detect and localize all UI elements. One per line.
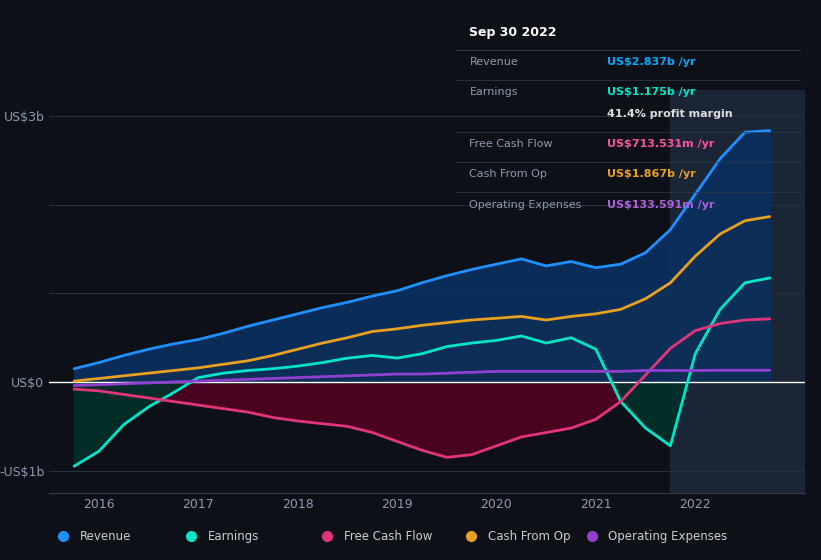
Text: Earnings: Earnings: [208, 530, 259, 543]
Text: US$2.837b /yr: US$2.837b /yr: [608, 57, 696, 67]
Text: Sep 30 2022: Sep 30 2022: [470, 26, 557, 39]
Text: 41.4% profit margin: 41.4% profit margin: [608, 109, 733, 119]
Text: US$1.175b /yr: US$1.175b /yr: [608, 87, 696, 97]
Text: Free Cash Flow: Free Cash Flow: [470, 139, 553, 149]
Text: Operating Expenses: Operating Expenses: [470, 199, 582, 209]
Text: US$713.531m /yr: US$713.531m /yr: [608, 139, 715, 149]
Text: Free Cash Flow: Free Cash Flow: [344, 530, 433, 543]
Text: Earnings: Earnings: [470, 87, 518, 97]
Text: Cash From Op: Cash From Op: [470, 169, 548, 179]
Text: Operating Expenses: Operating Expenses: [608, 530, 727, 543]
Text: Revenue: Revenue: [80, 530, 131, 543]
Text: Revenue: Revenue: [470, 57, 518, 67]
Bar: [671, 90, 805, 493]
Text: Cash From Op: Cash From Op: [488, 530, 570, 543]
Text: US$1.867b /yr: US$1.867b /yr: [608, 169, 696, 179]
Text: US$133.591m /yr: US$133.591m /yr: [608, 199, 715, 209]
